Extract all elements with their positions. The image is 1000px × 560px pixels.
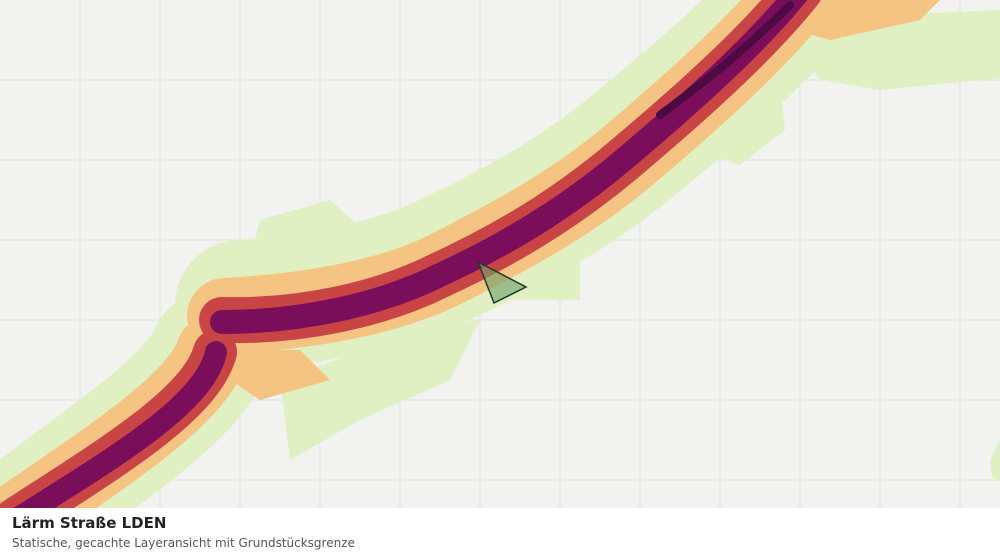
legend: Lärm Straße LDEN Statische, gecachte Lay…: [0, 508, 1000, 560]
noise-zones: [0, 0, 1000, 508]
layer-subtitle: Statische, gecachte Layeransicht mit Gru…: [12, 536, 355, 550]
parcel-boundary: [476, 260, 528, 305]
layer-title: Lärm Straße LDEN: [12, 514, 167, 532]
map: [0, 0, 1000, 508]
